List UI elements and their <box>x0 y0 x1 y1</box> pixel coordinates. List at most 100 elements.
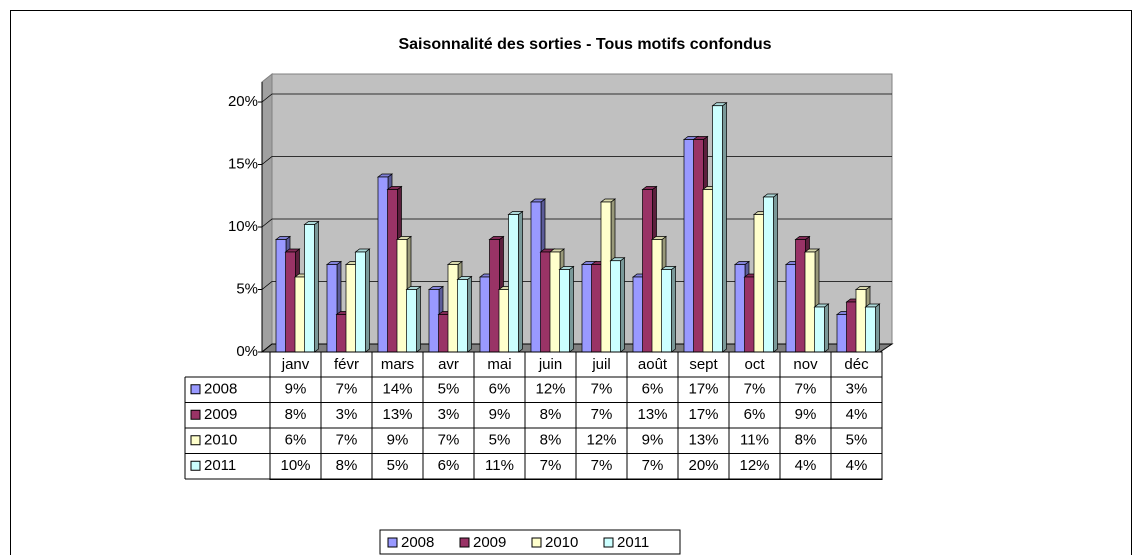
bar <box>610 260 621 353</box>
x-tick-label: mars <box>381 356 414 373</box>
bar <box>785 264 797 353</box>
bar <box>540 251 551 353</box>
bar <box>498 289 510 353</box>
table-series-name: 2010 <box>204 432 237 449</box>
x-tick-label: déc <box>844 356 869 373</box>
data-label: 8% <box>336 457 358 474</box>
bar <box>744 276 755 353</box>
bar-side <box>824 303 829 353</box>
bar-side <box>875 303 880 353</box>
y-tick-label: 5% <box>236 280 258 297</box>
bar <box>865 306 876 353</box>
bar-side <box>365 248 370 353</box>
legend-swatch <box>531 537 542 548</box>
data-label: 7% <box>591 457 613 474</box>
bar <box>795 239 806 353</box>
bar <box>642 189 653 353</box>
table-series-name: 2009 <box>204 406 237 423</box>
bar <box>549 251 561 353</box>
bar <box>600 201 612 353</box>
legend-swatch <box>387 537 398 548</box>
side-wall <box>261 72 273 354</box>
data-label: 10% <box>280 457 310 474</box>
data-label: 6% <box>642 381 664 398</box>
data-label: 11% <box>740 432 769 449</box>
bar <box>591 264 602 353</box>
bar <box>661 269 672 353</box>
data-label: 17% <box>688 406 718 423</box>
legend-label: 2011 <box>617 534 649 551</box>
data-label: 5% <box>489 432 511 449</box>
x-tick-label: mai <box>487 356 511 373</box>
x-tick-label: août <box>638 356 668 373</box>
data-label: 7% <box>642 457 664 474</box>
x-tick-label: avr <box>438 356 459 373</box>
bar-side <box>518 210 523 353</box>
bar <box>753 214 765 353</box>
data-label: 9% <box>795 406 817 423</box>
bar <box>489 239 500 353</box>
data-label: 13% <box>382 406 412 423</box>
data-label: 7% <box>744 381 766 398</box>
data-label: 4% <box>795 457 817 474</box>
bar <box>396 239 408 353</box>
data-label: 4% <box>846 457 868 474</box>
table-swatch <box>190 460 201 471</box>
bar <box>683 139 695 353</box>
data-label: 7% <box>540 457 562 474</box>
legend-label: 2008 <box>401 534 434 551</box>
bar <box>846 301 857 353</box>
table-series-name: 2008 <box>204 381 237 398</box>
data-label: 7% <box>591 381 613 398</box>
bar-side <box>467 275 472 353</box>
bar <box>530 201 542 353</box>
bar <box>406 289 417 353</box>
legend-box <box>379 529 681 555</box>
data-label: 6% <box>285 432 307 449</box>
bar-side <box>722 102 727 353</box>
legend-label: 2010 <box>545 534 578 551</box>
bar <box>712 105 723 353</box>
bar <box>836 314 848 353</box>
data-label: 13% <box>688 432 718 449</box>
bar <box>326 264 338 353</box>
data-label: 9% <box>387 432 409 449</box>
x-tick-label: nov <box>793 356 818 373</box>
bar <box>285 251 296 353</box>
bar <box>651 239 663 353</box>
data-label: 12% <box>535 381 565 398</box>
data-label: 13% <box>637 406 667 423</box>
data-label: 12% <box>586 432 616 449</box>
data-label: 3% <box>846 381 868 398</box>
bar <box>702 189 714 353</box>
data-label: 6% <box>438 457 460 474</box>
data-label: 14% <box>382 381 412 398</box>
legend-label: 2009 <box>473 534 506 551</box>
x-tick-label: sept <box>689 356 718 373</box>
bar-side <box>314 220 319 353</box>
bar-side <box>773 193 778 353</box>
data-label: 12% <box>739 457 769 474</box>
x-tick-label: janv <box>281 356 310 373</box>
x-tick-label: oct <box>744 356 765 373</box>
bar-side <box>569 265 574 353</box>
bar <box>559 269 570 353</box>
legend-swatch <box>603 537 614 548</box>
table-swatch <box>190 435 201 446</box>
y-tick-label: 10% <box>228 218 258 235</box>
table-series-name: 2011 <box>204 457 236 474</box>
data-label: 8% <box>795 432 817 449</box>
data-label: 7% <box>438 432 460 449</box>
x-tick-label: juil <box>591 356 610 373</box>
bar <box>428 289 440 353</box>
data-label: 7% <box>795 381 817 398</box>
y-tick-label: 20% <box>228 93 258 110</box>
bar <box>581 264 593 353</box>
bar <box>355 251 366 353</box>
x-tick-label: juin <box>538 356 562 373</box>
legend-swatch <box>459 537 470 548</box>
data-label: 17% <box>688 381 718 398</box>
bar <box>438 314 449 353</box>
data-label: 8% <box>285 406 307 423</box>
data-label: 6% <box>489 381 511 398</box>
